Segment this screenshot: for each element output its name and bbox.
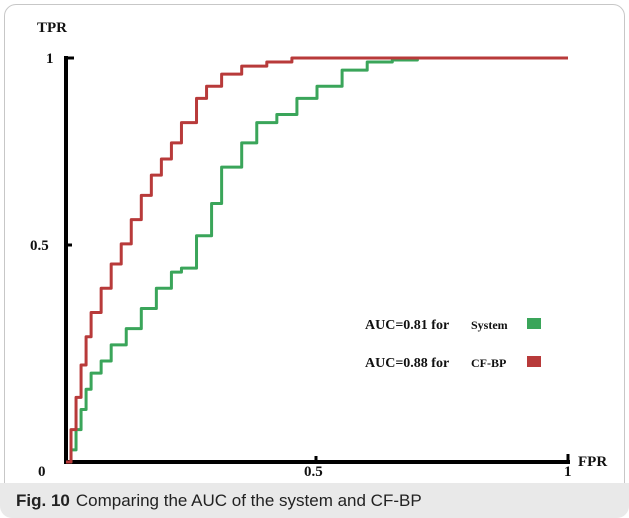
legend: AUC=0.81 for System AUC=0.88 for CF-BP xyxy=(365,318,541,371)
legend-name-cfbp: CF-BP xyxy=(471,356,506,370)
y-axis-title: TPR xyxy=(37,20,67,36)
y-tick-label-1: 1 xyxy=(46,51,54,67)
x-tick-label-1: 1 xyxy=(564,464,572,480)
legend-swatch-system xyxy=(527,318,541,329)
caption-text: Comparing the AUC of the system and CF-B… xyxy=(75,491,422,510)
series-line-cf-bp xyxy=(66,56,568,464)
x-axis-title: FPR xyxy=(578,454,607,470)
legend-auc-cfbp: AUC=0.88 for xyxy=(365,356,449,371)
figure-caption: Fig. 10 Comparing the AUC of the system a… xyxy=(0,483,629,518)
origin-label: 0 xyxy=(38,464,46,480)
caption-label: Fig. 10 xyxy=(16,491,70,510)
legend-auc-system: AUC=0.81 for xyxy=(365,318,449,333)
x-tick-label-0-5: 0.5 xyxy=(304,464,323,480)
axes xyxy=(64,56,570,464)
figure-frame xyxy=(4,4,625,514)
series-line-system xyxy=(66,56,568,464)
legend-swatch-cfbp xyxy=(527,356,541,367)
legend-name-system: System xyxy=(471,318,508,332)
series-layer xyxy=(66,56,568,464)
roc-chart: TPR FPR 1 0.5 0 0.5 1 AUC=0.81 for Syste… xyxy=(30,20,607,480)
y-tick-label-0-5: 0.5 xyxy=(30,238,49,254)
